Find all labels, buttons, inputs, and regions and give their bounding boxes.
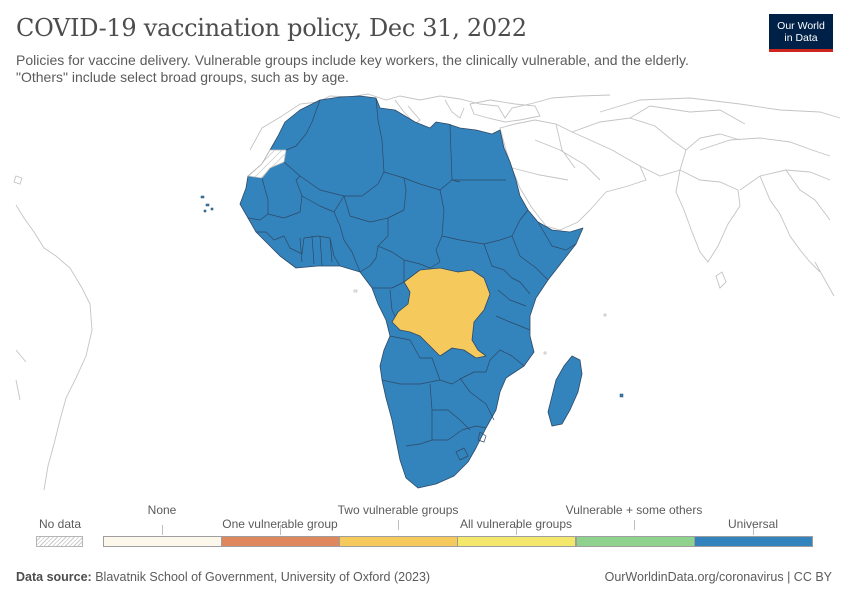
border-lesotho (455, 447, 469, 461)
legend-tick (753, 525, 754, 535)
comoros (543, 351, 547, 355)
central-asia-outline (599, 97, 841, 119)
border-ethiopia (511, 209, 549, 281)
legend-label-universal: Universal (727, 517, 779, 531)
south-america-tip (15, 204, 93, 491)
border-angola-namibia (381, 379, 441, 385)
legend-label-all-vulnerable: All vulnerable groups (459, 517, 573, 531)
border-west-africa-coastal (247, 213, 341, 267)
border-zimbabwe-mozambique (459, 349, 525, 421)
data-source: Data source: Blavatnik School of Governm… (16, 570, 430, 584)
border-algeria-libya (375, 97, 385, 173)
legend-bin-one-vulnerable[interactable] (221, 536, 340, 547)
border-mauritania (261, 175, 303, 219)
legend-tick (516, 525, 517, 535)
legend-bin-all-vulnerable[interactable] (457, 536, 576, 547)
world-map (13, 93, 841, 491)
legend-label-two-vulnerable: Two vulnerable groups (337, 503, 459, 517)
chart-subtitle: Policies for vaccine delivery. Vulnerabl… (16, 52, 756, 86)
seychelles (603, 313, 607, 317)
legend-bin-vulnerable-plus-others[interactable] (576, 536, 695, 547)
legend-bin-two-vulnerable[interactable] (339, 536, 458, 547)
chart-title: COVID-19 vaccination policy, Dec 31, 202… (16, 14, 527, 42)
background-landmasses (13, 93, 841, 491)
mauritius[interactable] (619, 393, 624, 398)
border-cameroon-car (377, 245, 441, 269)
western-sahara-nodata[interactable] (247, 149, 287, 179)
dr-congo[interactable] (391, 267, 491, 359)
legend-bin-none[interactable] (103, 536, 222, 547)
border-somalia (537, 221, 577, 251)
tibet-region (699, 137, 831, 157)
subtitle-line-2: "Others" include select broad groups, su… (16, 69, 349, 85)
logo-line-2: in Data (784, 32, 818, 44)
data-source-label: Data source: (16, 570, 92, 584)
border-nigeria (333, 211, 389, 273)
subtitle-line-1: Policies for vaccine delivery. Vulnerabl… (16, 52, 689, 68)
legend-label-one-vulnerable: One vulnerable group (222, 517, 338, 531)
south-asia-east (739, 169, 831, 273)
india-outline (675, 169, 741, 263)
malay-edge (814, 261, 835, 297)
footer-link[interactable]: OurWorldinData.org/coronavirus | CC BY (604, 570, 832, 584)
legend-bin-universal[interactable] (694, 536, 813, 547)
madagascar[interactable] (547, 355, 583, 427)
sao-tome (353, 289, 358, 293)
legend-tick (280, 525, 281, 535)
border-eswatini (477, 431, 487, 443)
border-namibia-botswana (429, 383, 471, 440)
border-ghana-togo-benin (299, 235, 333, 267)
cape-verde-islands (200, 195, 214, 213)
legend-tick (162, 525, 163, 535)
greenland-islands (13, 175, 23, 185)
border-south-africa (405, 425, 487, 447)
legend-tick (634, 520, 635, 530)
border-morocco-algeria (285, 99, 321, 151)
owid-logo[interactable]: Our World in Data (769, 14, 833, 52)
sri-lanka (715, 271, 727, 289)
arabia-interior (511, 123, 601, 181)
legend-label-vulnerable-plus-others: Vulnerable + some others (565, 503, 703, 517)
border-cameroon-south (372, 260, 405, 289)
turkey-outline (469, 99, 541, 123)
europe-peninsula-greece (444, 99, 465, 119)
legend-nodata-swatch (36, 536, 83, 547)
legend-nodata-label: No data (38, 517, 82, 531)
middle-east-outline (499, 119, 647, 231)
data-source-text: Blavatnik School of Government, Universi… (95, 570, 431, 584)
border-libya-chad (383, 171, 453, 191)
iran-outline (571, 117, 687, 177)
border-mali-niger (301, 195, 345, 213)
legend-tick (398, 520, 399, 530)
country-borders (247, 97, 577, 461)
border-east-africa (483, 243, 531, 331)
central-asia-borders (629, 105, 746, 151)
legend-label-none: None (147, 503, 177, 517)
logo-line-1: Our World (777, 20, 825, 32)
